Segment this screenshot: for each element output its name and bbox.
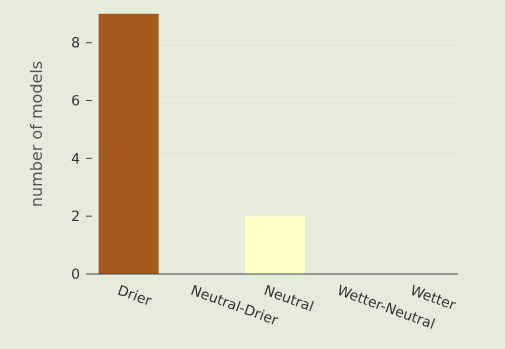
bar-neutral (244, 216, 306, 274)
y-axis-title: number of models (27, 61, 46, 207)
y-tick-labels: 0 2 4 6 8 (71, 36, 80, 283)
y-tick-label: 2 (71, 209, 80, 225)
y-tick-label: 4 (71, 151, 80, 167)
x-tick-label: Drier (115, 283, 153, 310)
y-tick-label: 0 (71, 267, 80, 283)
y-tick-label: 6 (71, 94, 80, 110)
y-tick-label: 8 (71, 36, 80, 52)
bars (98, 13, 306, 274)
bar-drier (98, 13, 159, 274)
axes (86, 42, 458, 275)
